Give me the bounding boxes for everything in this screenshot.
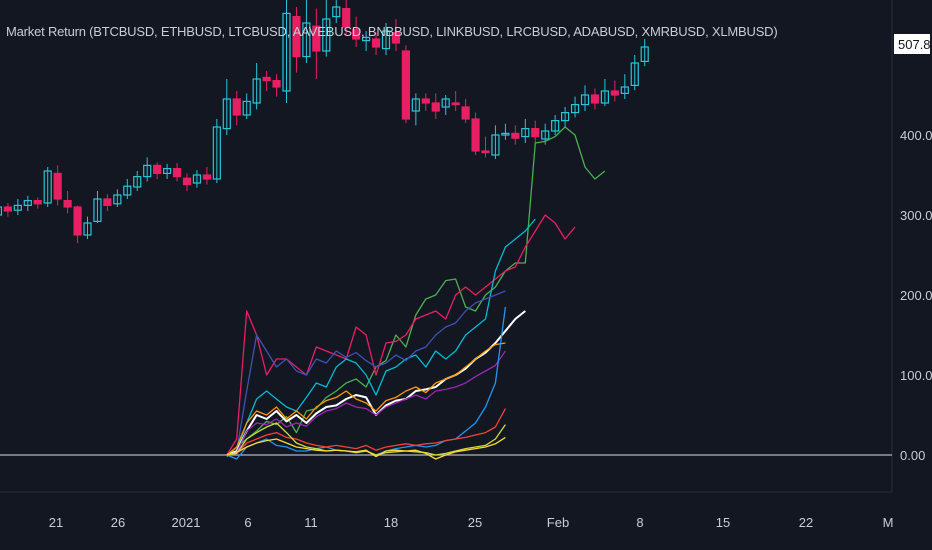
- candle-body: [43, 170, 52, 204]
- candle-body: [630, 62, 639, 86]
- candle-body: [332, 6, 341, 18]
- candle-body: [481, 150, 490, 154]
- candle-body: [292, 16, 301, 58]
- candle-body: [143, 164, 152, 178]
- candle-body: [23, 200, 32, 207]
- candle-body: [3, 206, 13, 212]
- candle-body: [521, 128, 530, 138]
- x-tick-label: M: [883, 515, 894, 530]
- candle-body: [610, 90, 619, 96]
- series-line-8: [226, 408, 506, 456]
- x-tick-label: 15: [716, 515, 730, 530]
- candle-body: [352, 28, 361, 40]
- x-tick-label: 8: [636, 515, 643, 530]
- candle-body: [511, 132, 520, 139]
- y-tick-label: 200.00: [900, 288, 932, 303]
- price-badge: [894, 34, 930, 54]
- candle-body: [302, 22, 311, 58]
- candle-body: [590, 94, 600, 104]
- candle-body: [342, 8, 351, 28]
- candle-body: [252, 78, 261, 104]
- candle-body: [172, 168, 182, 178]
- series-line-1: [226, 214, 576, 456]
- candle-body: [182, 177, 192, 186]
- candle-body: [272, 79, 281, 88]
- candle-body: [322, 18, 331, 52]
- series-line-9: [226, 422, 506, 456]
- x-tick-label: Feb: [547, 515, 569, 530]
- candle-body: [282, 12, 291, 92]
- y-tick-label: 300.00: [900, 208, 932, 223]
- candle-body: [371, 38, 381, 48]
- candle-body: [153, 164, 162, 174]
- series-line-6: [226, 350, 506, 456]
- candle-body: [421, 98, 430, 104]
- candle-body: [391, 31, 401, 44]
- series-line-2: [226, 218, 536, 456]
- y-tick-label: 400.00: [900, 128, 932, 143]
- candles: [0, 0, 649, 243]
- x-tick-label: 22: [799, 515, 813, 530]
- candle-body: [431, 102, 440, 112]
- candle-body: [133, 176, 142, 188]
- candle-body: [83, 222, 92, 236]
- candle-body: [580, 94, 590, 106]
- candle-body: [531, 128, 540, 138]
- candle-body: [113, 194, 122, 205]
- candle-body: [401, 50, 410, 120]
- candle-body: [163, 168, 172, 175]
- candle-body: [461, 106, 470, 120]
- candle-body: [411, 98, 420, 112]
- candle-body: [570, 103, 580, 114]
- candle-body: [242, 100, 251, 116]
- price-badge-label: 507.83: [898, 37, 932, 52]
- x-tick-label: 21: [49, 515, 63, 530]
- candle-body: [640, 46, 649, 62]
- candle-body: [441, 98, 450, 108]
- candle-body: [381, 30, 391, 50]
- series-line-5: [226, 342, 506, 456]
- series-line-3: [226, 290, 506, 456]
- y-tick-label: 100.00: [900, 368, 932, 383]
- candle-body: [362, 36, 371, 42]
- candle-body: [541, 130, 550, 140]
- candle-body: [312, 25, 321, 52]
- candle-body: [471, 118, 480, 152]
- series-line-7: [226, 306, 507, 460]
- y-tick-label: 0.00: [900, 448, 925, 463]
- candle-body: [212, 126, 221, 180]
- candle-body: [63, 200, 72, 208]
- candle-body: [103, 198, 112, 207]
- candle-body: [13, 204, 22, 211]
- candle-body: [73, 206, 82, 236]
- x-tick-label: 18: [384, 515, 398, 530]
- candle-body: [560, 111, 570, 122]
- candle-body: [551, 119, 560, 132]
- series-line-10: [226, 436, 506, 460]
- candle-body: [93, 198, 102, 222]
- candle-body: [600, 90, 610, 104]
- candle-body: [451, 102, 460, 106]
- series-line-0: [226, 126, 606, 458]
- x-tick-label: 25: [468, 515, 482, 530]
- candle-body: [491, 134, 500, 156]
- chart-title: Market Return (BTCBUSD, ETHBUSD, LTCBUSD…: [6, 24, 778, 39]
- candle-body: [620, 86, 629, 95]
- candle-body: [232, 98, 241, 116]
- x-tick-label: 6: [244, 515, 251, 530]
- candle-body: [202, 174, 211, 180]
- candle-body: [262, 76, 271, 82]
- candle-body: [501, 132, 510, 136]
- x-tick-label: 26: [111, 515, 125, 530]
- candle-body: [222, 98, 231, 130]
- candle-body: [33, 200, 42, 205]
- x-tick-label: 2021: [172, 515, 201, 530]
- candle-body: [192, 174, 202, 184]
- candle-body: [53, 172, 62, 200]
- candle-body: [0, 206, 3, 216]
- return-series: [226, 126, 606, 460]
- candle-body: [123, 185, 132, 196]
- x-tick-label: 11: [304, 515, 318, 530]
